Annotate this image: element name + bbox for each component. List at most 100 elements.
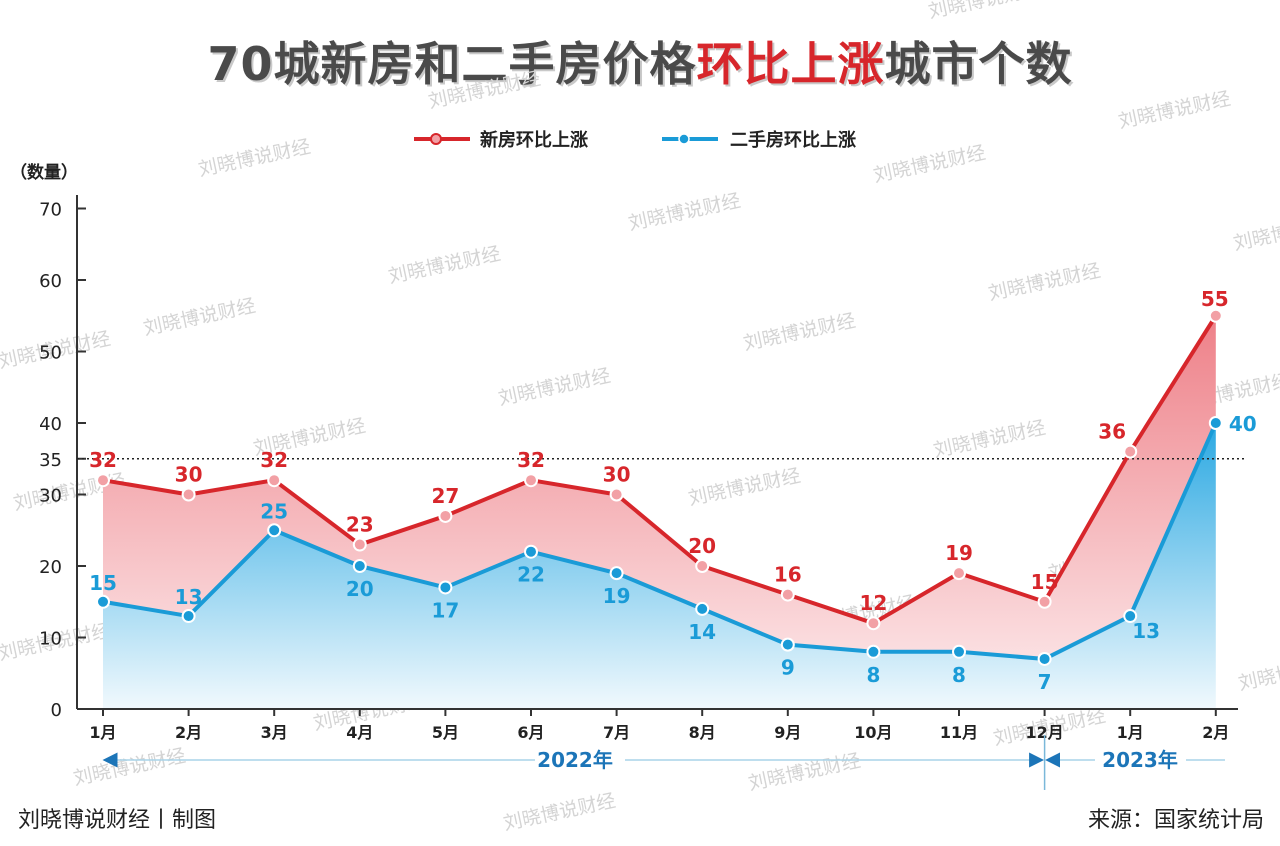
x-tick-label: 7月: [603, 723, 630, 742]
x-tick-label: 2月: [1202, 723, 1229, 742]
point-second-hand: [695, 601, 710, 616]
data-label-second-hand: 20: [346, 577, 374, 601]
data-label-second-hand: 19: [603, 584, 631, 608]
watermark-text: 刘晓博说财经: [686, 465, 802, 510]
watermark-text: 刘晓博说财经: [426, 68, 542, 113]
title-part1: 70城新房和二手房价格: [207, 37, 697, 91]
point-second-hand: [96, 594, 110, 609]
data-label-new-home: 20: [688, 534, 716, 558]
data-label-second-hand: 40: [1229, 412, 1257, 436]
point-new-home: [1123, 444, 1138, 459]
y-tick-label: 0: [51, 700, 62, 721]
watermark-text: 刘晓博说财经: [746, 750, 862, 795]
legend-item-new-home: 新房环比上涨: [414, 129, 588, 151]
y-tick-label: 30: [39, 486, 62, 507]
data-label-new-home: 55: [1201, 287, 1229, 311]
x-tick-label: 6月: [517, 723, 544, 742]
data-label-new-home: 15: [1031, 570, 1059, 594]
point-new-home: [1208, 308, 1223, 323]
watermark-text: 刘晓博说财经: [141, 295, 257, 340]
data-label-new-home: 30: [603, 463, 631, 487]
watermark-text: 刘晓博说财经: [871, 142, 987, 187]
point-new-home: [524, 473, 538, 488]
point-new-home: [695, 559, 710, 573]
data-label-new-home: 32: [260, 448, 288, 472]
line-second-hand: [102, 422, 1218, 661]
watermark-text: 刘晓博说财经: [1231, 210, 1280, 255]
x-tick-label: 5月: [432, 723, 459, 742]
x-tick-label: 1月: [89, 723, 116, 742]
y-tick-label: 40: [39, 414, 62, 435]
data-label-second-hand: 13: [1132, 619, 1160, 643]
watermark-text: 刘晓博说财经: [1116, 88, 1232, 133]
data-label-second-hand: 14: [688, 620, 716, 644]
point-new-home: [952, 566, 966, 581]
watermark-text: 刘晓博说财经: [1236, 650, 1280, 695]
y-tick-label: 70: [39, 200, 62, 221]
title-highlight: 环比上涨: [696, 37, 885, 91]
watermark-text: 刘晓博说财经: [501, 790, 617, 835]
x-tick-label: 3月: [261, 723, 288, 742]
data-label-new-home: 36: [1098, 420, 1126, 444]
x-tick-label: 9月: [774, 723, 801, 742]
point-new-home: [438, 508, 453, 523]
line-layer: [102, 314, 1218, 661]
x-tick-label: 8月: [689, 723, 716, 742]
watermark-text: 刘晓博说财经: [931, 417, 1047, 462]
watermark-text: 刘晓博说财经: [496, 365, 612, 410]
data-label-new-home: 23: [346, 513, 374, 537]
data-label-second-hand: 22: [517, 563, 545, 587]
data-label-layer: 32 30 32 23 27 32 30 20 16 12 19 15 36 55 15 13 25 20 17 22…: [89, 287, 1257, 694]
period-label-2023: 2023年: [1102, 748, 1178, 772]
y-tick-label: 60: [39, 271, 62, 292]
watermark-text: 刘晓博说财经: [926, 0, 1042, 23]
data-label-new-home: 27: [431, 484, 459, 508]
x-tick-label: 1月: [1117, 723, 1144, 742]
watermark-text: 刘晓博说财经: [196, 136, 312, 181]
line-new-home: [102, 314, 1218, 626]
data-label-new-home: 30: [175, 463, 203, 487]
watermark-text: 刘晓博说财经: [71, 745, 187, 790]
legend-second-hand-label: 二手房环比上涨: [730, 129, 856, 151]
x-tick-label: 12月: [1025, 723, 1063, 742]
y-tick-label: 20: [39, 557, 62, 578]
data-label-second-hand: 9: [781, 656, 795, 680]
point-new-home: [609, 487, 624, 502]
point-second-hand: [780, 637, 795, 652]
point-second-hand: [524, 544, 538, 559]
point-second-hand: [1123, 609, 1138, 624]
point-second-hand: [866, 644, 881, 659]
legend-second-hand-marker: [678, 133, 690, 145]
data-label-second-hand: 15: [89, 571, 117, 595]
footer-source: 来源：国家统计局: [1087, 808, 1264, 833]
y-tick-label: 35: [39, 450, 62, 471]
point-second-hand: [1037, 651, 1052, 666]
point-second-hand: [267, 523, 282, 538]
x-tick-label: 2月: [175, 723, 202, 742]
watermark-text: 刘晓博说财经: [986, 260, 1102, 305]
legend-item-second-hand: 二手房环比上涨: [662, 129, 856, 151]
area-second-hand: [103, 423, 1216, 709]
point-new-home: [1037, 594, 1052, 609]
point-new-home: [96, 473, 110, 488]
point-second-hand: [352, 559, 367, 573]
chart-title: 70城新房和二手房价格环比上涨城市个数: [0, 28, 1280, 94]
title-part2: 城市个数: [884, 37, 1073, 91]
data-label-new-home: 32: [517, 448, 545, 472]
point-new-home: [267, 473, 282, 488]
period-label-2022: 2022年: [537, 748, 613, 772]
watermark-text: 刘晓博说财经: [626, 190, 742, 235]
data-label-second-hand: 8: [952, 663, 966, 687]
point-new-home: [866, 616, 881, 631]
point-second-hand: [438, 580, 453, 595]
y-tick-label: 50: [39, 343, 62, 364]
x-tick-label: 11月: [940, 723, 978, 742]
x-tick-label: 10月: [854, 723, 892, 742]
point-new-home: [352, 537, 367, 552]
point-second-hand: [1208, 416, 1223, 430]
point-layer: [96, 308, 1223, 666]
legend: 新房环比上涨 二手房环比上涨: [414, 129, 856, 151]
y-axis-label: （数量）: [10, 162, 78, 183]
point-second-hand: [609, 566, 624, 581]
